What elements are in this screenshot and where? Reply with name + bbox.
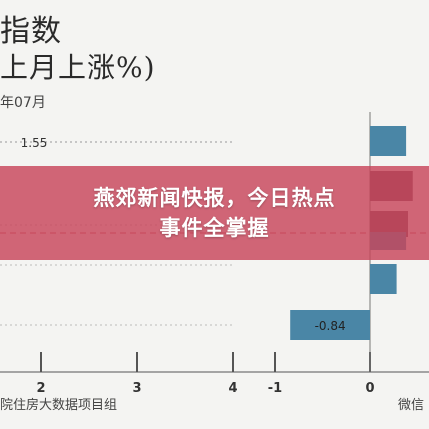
date-label: 年07月 xyxy=(0,95,46,111)
left-tick-label: 3 xyxy=(132,381,141,396)
right-data-label: -0.84 xyxy=(315,319,346,333)
banner-headline-line2: 事件全掌握 xyxy=(159,216,270,240)
right-bar xyxy=(290,310,370,340)
left-tick-label: 4 xyxy=(228,381,237,396)
news-banner[interactable]: 燕郊新闻快报，今日热点 事件全掌握 xyxy=(0,166,429,260)
right-tick-label: 0 xyxy=(365,381,374,396)
banner-headline-line1: 燕郊新闻快报，今日热点 xyxy=(93,186,336,210)
right-bar xyxy=(370,126,407,156)
source-note: 院住房大数据项目组 xyxy=(0,398,118,413)
right-tick-label: -1 xyxy=(268,381,282,396)
left-data-label: 1.55 xyxy=(21,136,48,150)
watermark-text: 微信 xyxy=(398,398,425,413)
left-tick-label: 2 xyxy=(36,381,45,396)
chart-title-line2: 上月上涨%) xyxy=(0,51,156,84)
chart-title-line1: 指数 xyxy=(0,14,62,49)
right-bar xyxy=(370,264,397,294)
